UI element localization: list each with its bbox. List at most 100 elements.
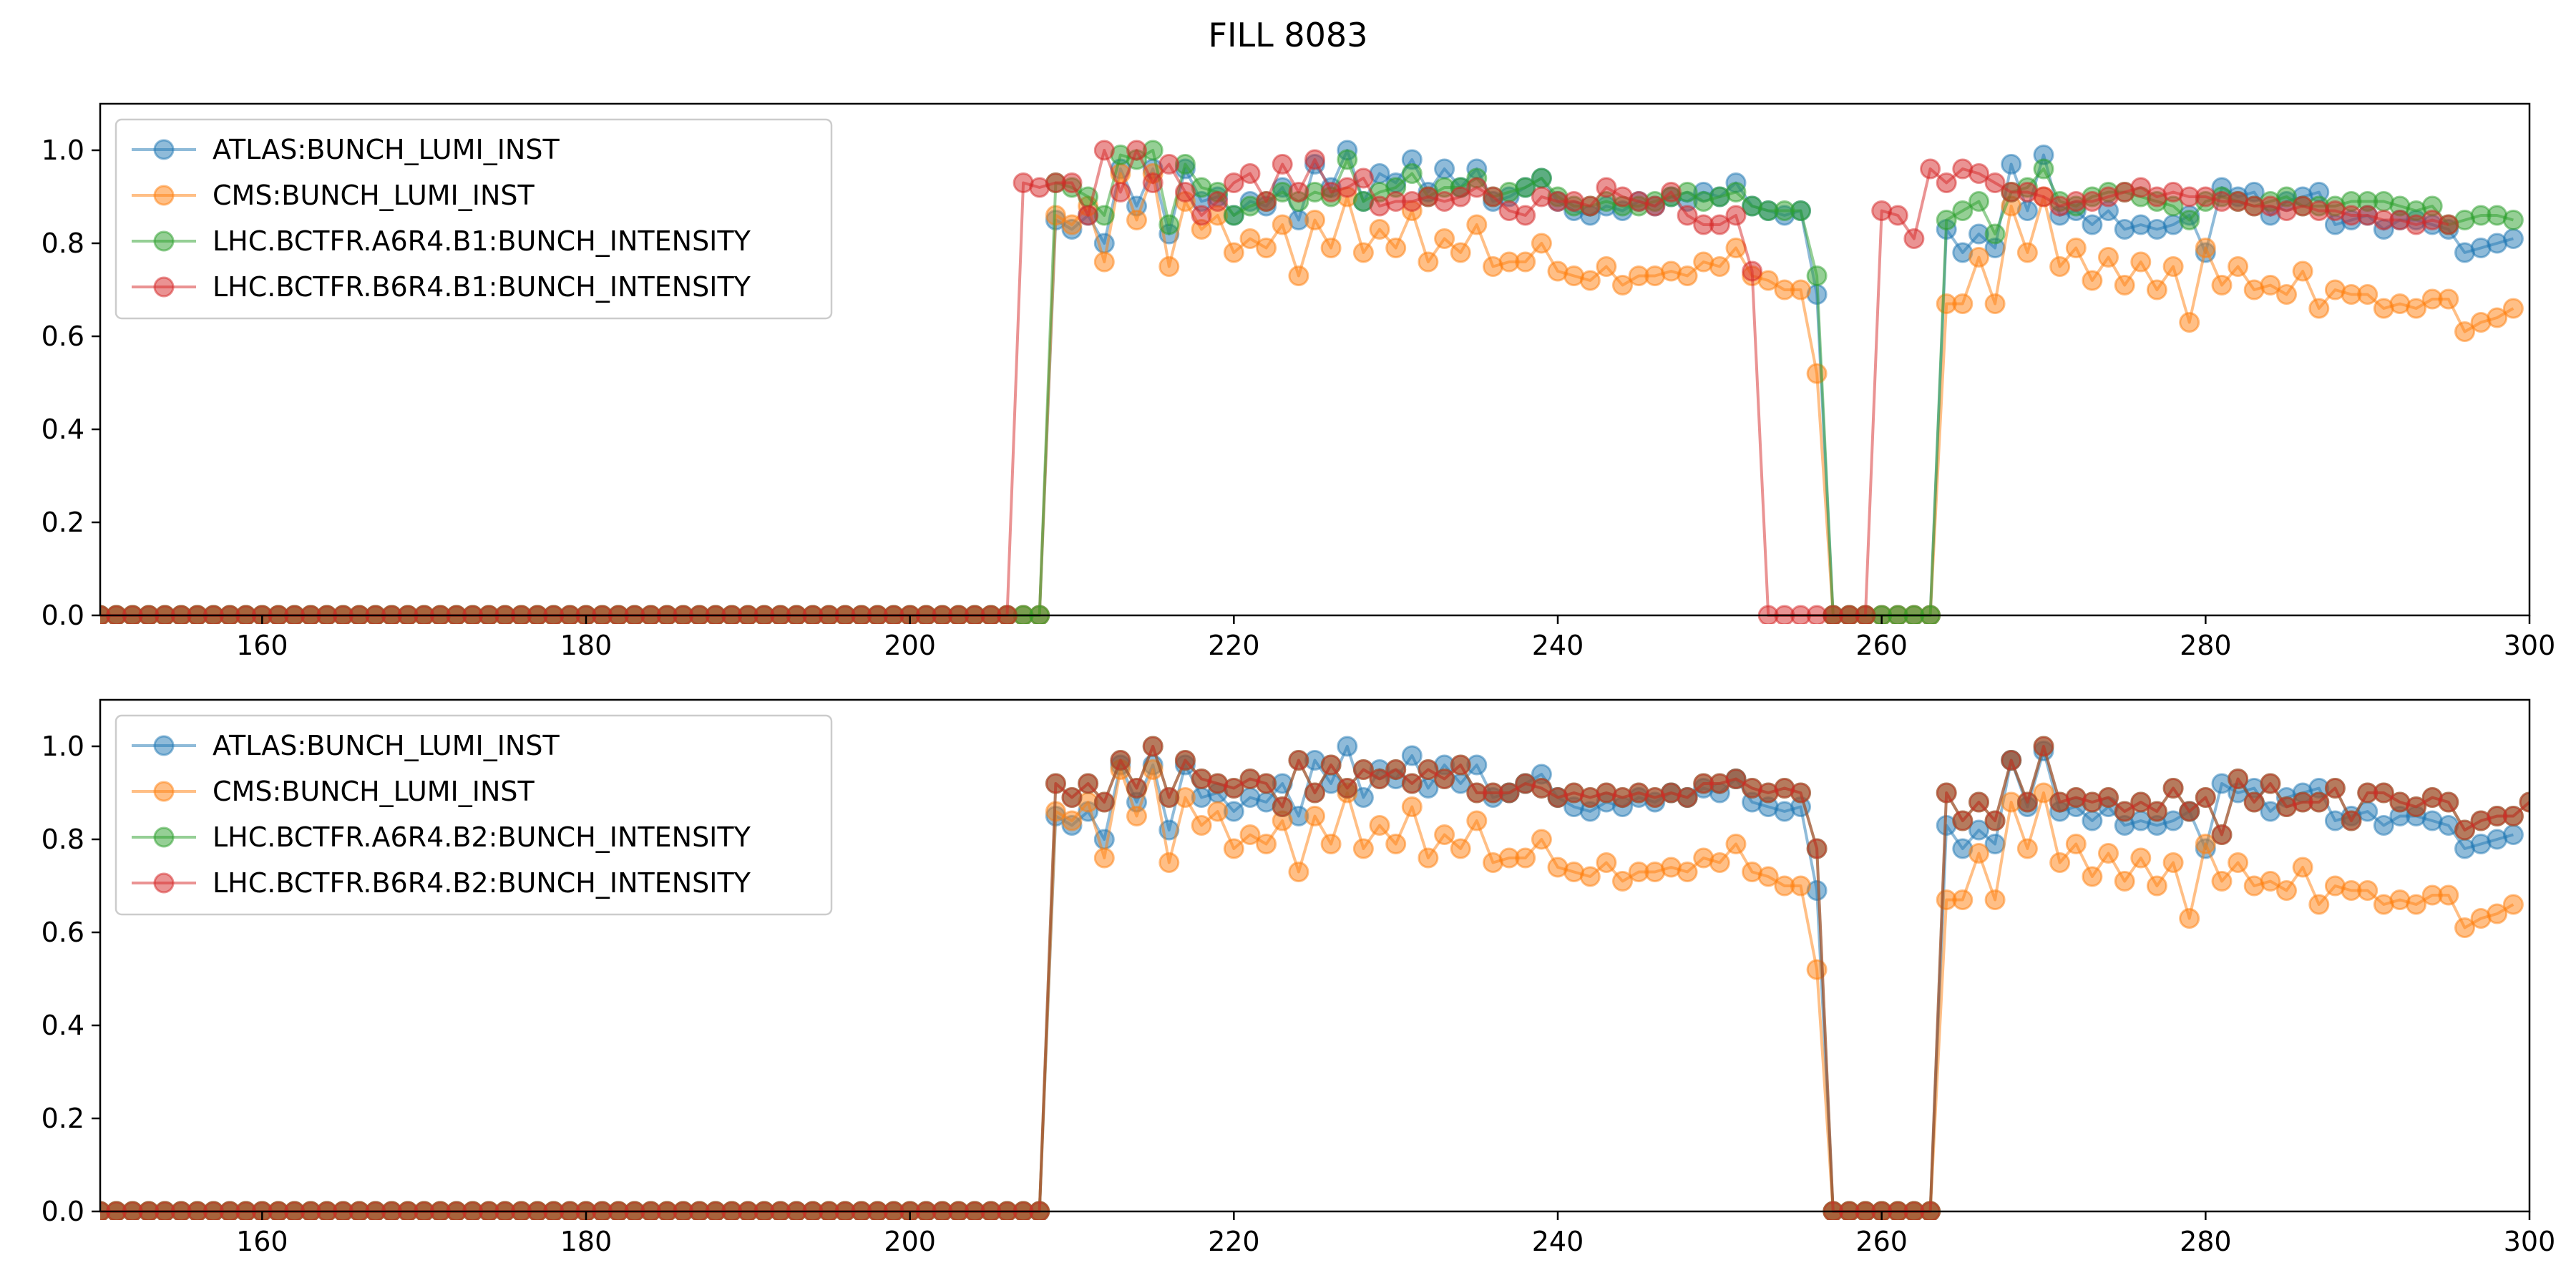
top-series-1-point (1352, 242, 1374, 263)
top-series-3-point (1126, 140, 1147, 161)
top-series-1-point (2260, 275, 2281, 296)
top-series-1-point (1968, 247, 1989, 268)
bottom-series-1-point (1725, 834, 1747, 854)
bottom-series-3-point (2016, 791, 2038, 813)
top-series-1-point (1515, 251, 1536, 273)
bottom-series-3-point (1352, 759, 1374, 780)
top-y-tick-label: 0.0 (42, 600, 84, 631)
bottom-series-3-point (1045, 773, 1066, 794)
bottom-series-3-point (1968, 791, 1989, 813)
top-series-1-point (1061, 214, 1083, 235)
bottom-x-tick-label: 180 (560, 1226, 613, 1257)
top-series-1-point (1304, 210, 1325, 230)
bottom-y-tick-label: 0.6 (42, 917, 84, 948)
bottom-series-1-point (1288, 862, 1309, 882)
top-series-1-point (2098, 247, 2119, 268)
top-series-1-point (1677, 265, 1698, 286)
bottom-series-3-point (2438, 791, 2459, 813)
bottom-series-0-point (2162, 810, 2184, 831)
top-axes-frame (99, 102, 2531, 617)
bottom-series-0-point (1337, 736, 1358, 757)
top-series-1-point (2130, 251, 2152, 273)
bottom-series-3-point (2341, 810, 2362, 831)
top-legend-label-1: CMS:BUNCH_LUMI_INST (213, 180, 535, 211)
bottom-series-3-point (1531, 778, 1552, 799)
top-series-3-point (1158, 154, 1180, 175)
bottom-series-3-point (2130, 791, 2152, 813)
bottom-series-3-point (1320, 754, 1342, 776)
top-series-1-point (2049, 256, 2071, 277)
bottom-series-1-point (2065, 834, 2087, 854)
bottom-y-tick-label: 0.0 (42, 1196, 84, 1227)
top-series-1-point (2162, 256, 2184, 277)
top-series-1-point (2292, 260, 2313, 282)
top-series-3-point (2033, 186, 2054, 208)
top-x-tick-label: 240 (1532, 630, 1584, 661)
top-series-1-point (2276, 284, 2297, 305)
bottom-series-3-point (1158, 787, 1180, 808)
bottom-series-1-point (1239, 824, 1261, 845)
bottom-x-tick-label: 260 (1855, 1226, 1908, 1257)
bottom-series-3-point (1806, 838, 1828, 859)
bottom-legend-label-0: ATLAS:BUNCH_LUMI_INST (213, 730, 560, 761)
bottom-series-1-point (2016, 838, 2038, 859)
bottom-series-3-point (1256, 773, 1277, 794)
bottom-series-0-point (1401, 745, 1423, 766)
top-series-2-point (1952, 200, 1974, 221)
bottom-series-3-point (1385, 759, 1407, 780)
top-series-1-point (1531, 233, 1552, 254)
bottom-series-3-point (2033, 736, 2054, 757)
bottom-series-1-point (2454, 917, 2475, 938)
top-series-1-point (1126, 210, 1147, 230)
top-series-3-point (1984, 172, 2006, 193)
top-x-tick-label: 260 (1855, 630, 1908, 661)
top-series-3-point (1191, 205, 1212, 226)
bottom-series-3-point (1288, 750, 1309, 771)
bottom-series-1-point (2211, 871, 2233, 892)
top-series-3-point (1515, 205, 1536, 226)
bottom-series-3-point (2195, 787, 2216, 808)
bottom-series-1-point (2033, 782, 2054, 804)
bottom-series-3-point (2454, 819, 2475, 841)
bottom-series-1-point (2098, 843, 2119, 864)
top-series-1-point (1256, 238, 1277, 258)
top-series-2-point (2033, 158, 2054, 180)
bottom-series-1-point (2195, 834, 2216, 854)
top-series-3-point (1207, 191, 1229, 212)
bottom-series-1-point (1984, 889, 2006, 910)
bottom-series-1-point (1952, 889, 1974, 910)
bottom-series-3-point (1984, 810, 2006, 831)
bottom-series-3-point (2502, 806, 2524, 826)
bottom-legend-marker-0 (153, 735, 175, 756)
bottom-series-1-point (1093, 847, 1115, 869)
top-series-3-point (1742, 260, 1763, 282)
bottom-series-3-point (1369, 769, 1390, 789)
top-series-2-point (1806, 265, 1828, 286)
bottom-axes-frame (99, 698, 2531, 1213)
top-series-1-point (2082, 270, 2103, 291)
bottom-series-3-point (2098, 787, 2119, 808)
bottom-legend (114, 714, 833, 916)
bottom-series-1-point (1191, 815, 1212, 836)
bottom-series-3-point (2324, 778, 2346, 799)
bottom-series-3-point (1401, 773, 1423, 794)
top-y-tick-label: 0.2 (42, 507, 84, 538)
top-series-3-point (1483, 186, 1503, 208)
top-series-3-point (1142, 172, 1163, 193)
top-series-3-point (1078, 205, 1099, 226)
top-series-1-point (1093, 251, 1115, 273)
bottom-series-1-point (1352, 838, 1374, 859)
bottom-series-3-point (1677, 787, 1698, 808)
top-series-3-point (1677, 205, 1698, 226)
top-series-1-point (2195, 238, 2216, 258)
bottom-legend-label-1: CMS:BUNCH_LUMI_INST (213, 776, 535, 807)
figure-title: FILL 8083 (1208, 16, 1368, 54)
bottom-series-3-point (1078, 773, 1099, 794)
bottom-series-1-point (2049, 852, 2071, 873)
top-series-3-point (1709, 214, 1730, 235)
top-series-1-point (1320, 238, 1342, 258)
bottom-series-1-point (1385, 834, 1407, 854)
bottom-series-3-point (2162, 778, 2184, 799)
bottom-series-1-point (1320, 834, 1342, 854)
top-series-3-point (1239, 163, 1261, 184)
